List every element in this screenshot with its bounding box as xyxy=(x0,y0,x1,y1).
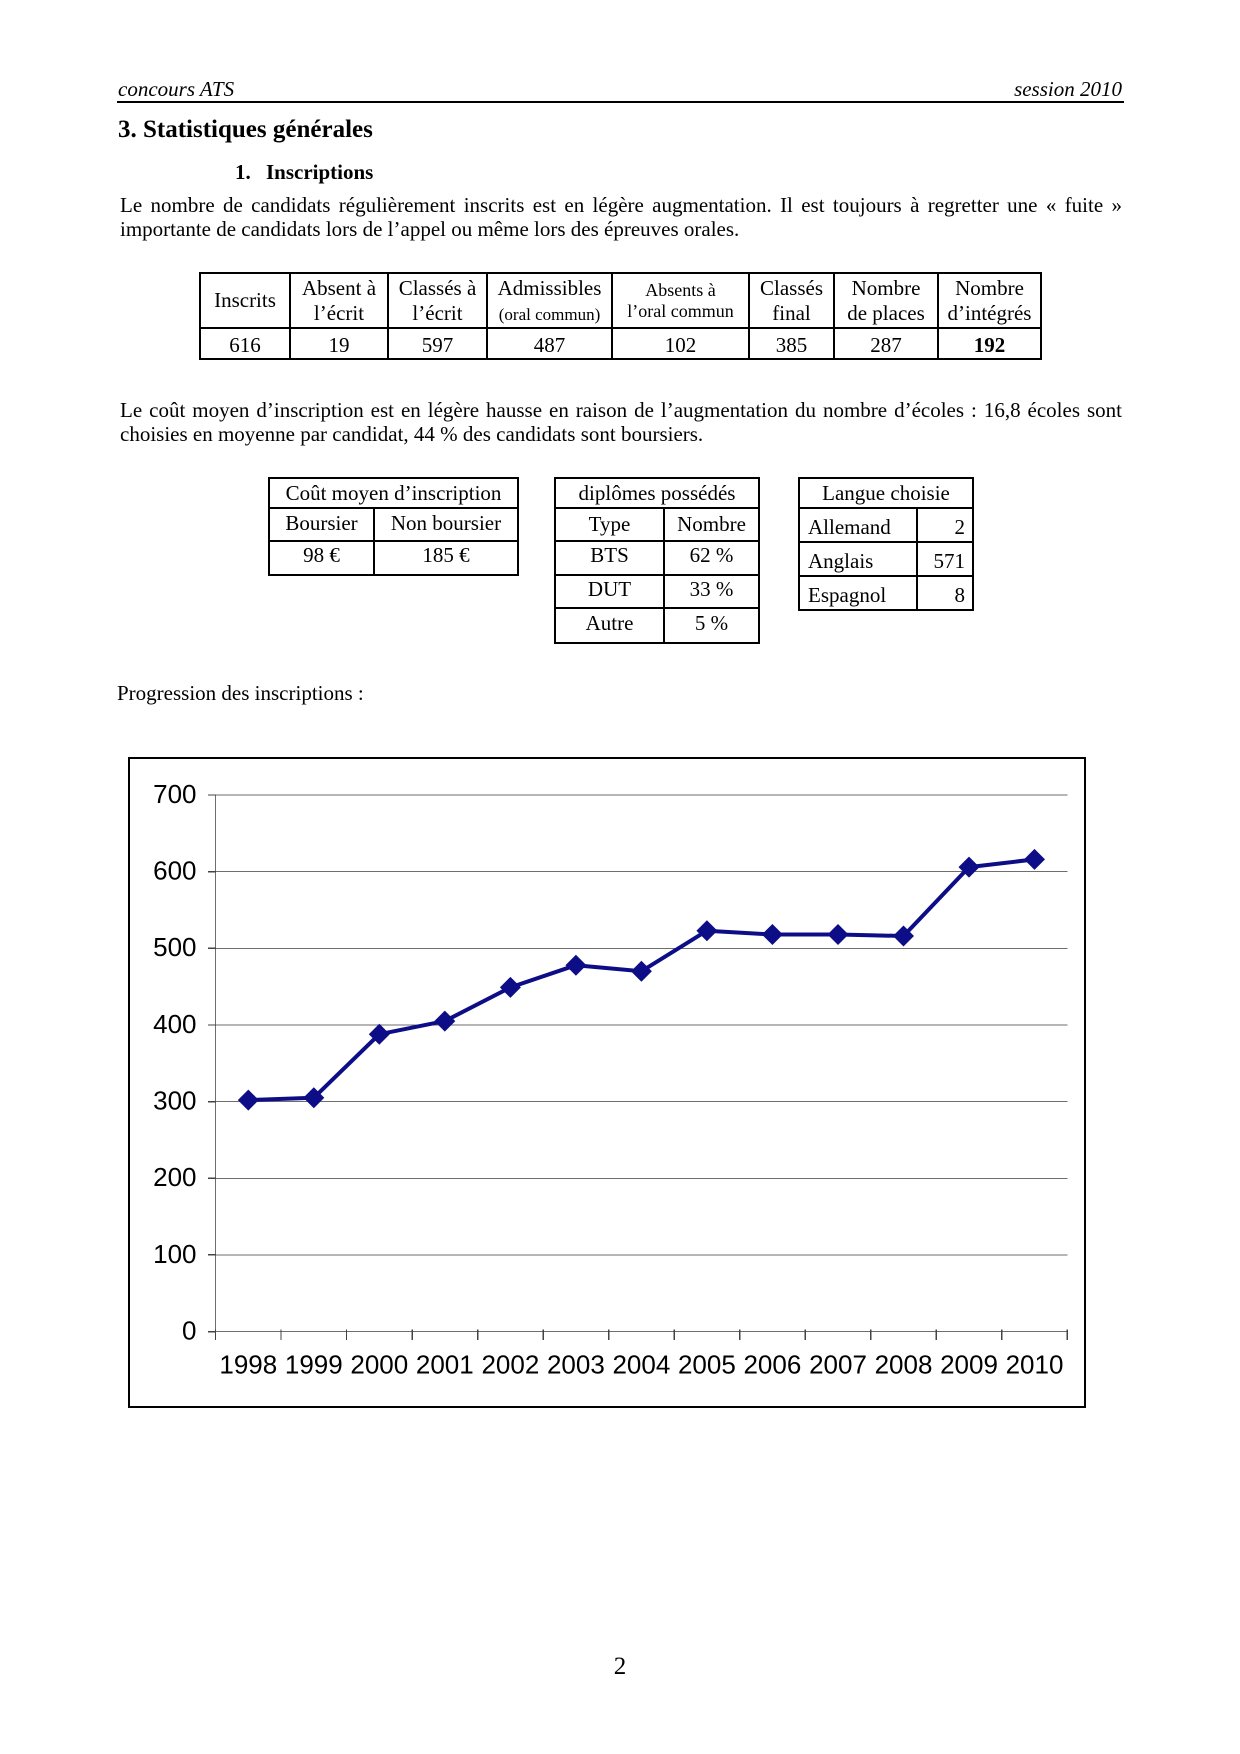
svg-text:2004: 2004 xyxy=(612,1350,670,1380)
svg-text:2000: 2000 xyxy=(350,1350,408,1380)
svg-text:2009: 2009 xyxy=(940,1350,998,1380)
svg-text:100: 100 xyxy=(153,1239,196,1269)
svg-text:2008: 2008 xyxy=(875,1350,933,1380)
svg-text:1998: 1998 xyxy=(219,1350,277,1380)
svg-text:2002: 2002 xyxy=(481,1350,539,1380)
svg-text:2006: 2006 xyxy=(743,1350,801,1380)
svg-text:2001: 2001 xyxy=(416,1350,474,1380)
svg-text:700: 700 xyxy=(153,779,196,809)
svg-text:300: 300 xyxy=(153,1086,196,1116)
svg-text:2010: 2010 xyxy=(1006,1350,1064,1380)
svg-text:1999: 1999 xyxy=(285,1350,343,1380)
svg-text:0: 0 xyxy=(182,1316,196,1346)
svg-text:600: 600 xyxy=(153,856,196,886)
svg-text:500: 500 xyxy=(153,932,196,962)
svg-text:400: 400 xyxy=(153,1009,196,1039)
svg-text:2003: 2003 xyxy=(547,1350,605,1380)
svg-text:2005: 2005 xyxy=(678,1350,736,1380)
svg-text:200: 200 xyxy=(153,1162,196,1192)
svg-text:2007: 2007 xyxy=(809,1350,867,1380)
